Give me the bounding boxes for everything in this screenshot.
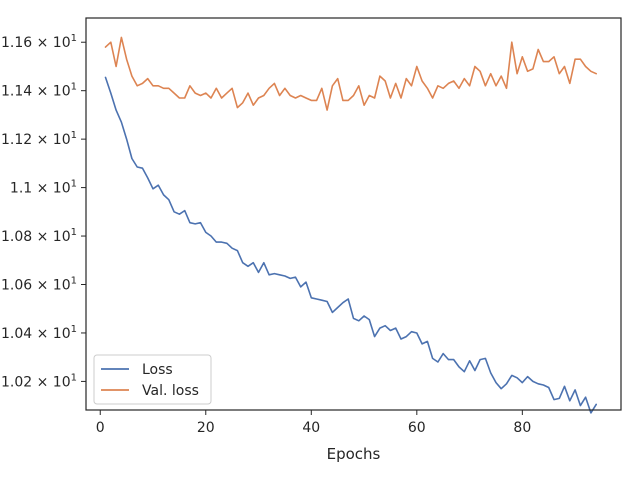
legend-label-0: Loss xyxy=(142,362,173,378)
y-tick-label: 1.02 × 101 xyxy=(1,372,77,390)
y-tick-label: 1.06 × 101 xyxy=(1,276,77,294)
x-tick-label: 20 xyxy=(197,420,215,436)
x-axis-label: Epochs xyxy=(327,445,381,463)
x-tick-label: 40 xyxy=(302,420,320,436)
y-axis-ticks: 1.02 × 101 1.04 × 101 1.06 × 101 1.08 × 101… xyxy=(1,33,86,390)
y-tick-label: 1.08 × 101 xyxy=(1,227,77,245)
y-tick-label: 1.1 × 101 xyxy=(10,179,77,197)
series-line-0 xyxy=(104,76,598,414)
y-tick-label: 1.12 × 101 xyxy=(1,130,77,148)
y-tick-label: 1.14 × 101 xyxy=(1,82,77,100)
legend: Loss Val. loss xyxy=(93,354,212,405)
legend-label-1: Val. loss xyxy=(142,383,199,399)
x-tick-label: 60 xyxy=(408,420,426,436)
legend-box xyxy=(93,354,212,405)
y-tick-label: 1.16 × 101 xyxy=(1,33,77,51)
plot-frame xyxy=(85,17,622,411)
x-tick-label: 80 xyxy=(513,420,531,436)
x-tick-label: 0 xyxy=(96,420,105,436)
series-line-1 xyxy=(104,36,598,111)
y-tick-label: 1.04 × 101 xyxy=(1,324,77,342)
x-axis-ticks: 0 20 40 60 80 xyxy=(96,410,531,436)
series-layer xyxy=(104,36,598,414)
